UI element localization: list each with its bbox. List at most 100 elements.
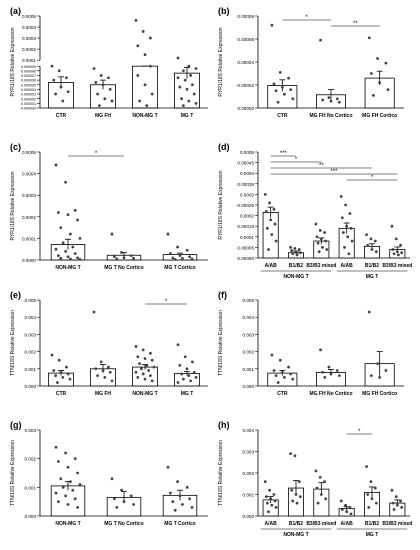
data-point xyxy=(64,451,67,455)
x-tick-label: NON-MG T xyxy=(55,521,80,527)
data-point xyxy=(190,506,194,509)
x-tick-label: B1/B2 xyxy=(365,521,379,527)
y-axis-label: TTN/18S Relative Expression xyxy=(10,440,16,506)
data-point xyxy=(66,90,70,94)
data-point xyxy=(298,495,302,499)
y-tick-label: 0.002 xyxy=(243,350,255,355)
data-point xyxy=(291,377,295,381)
data-point xyxy=(182,104,185,108)
x-tick-label: B1/B2 xyxy=(365,263,379,269)
panel-label: (a) xyxy=(10,6,21,16)
data-point xyxy=(349,512,353,516)
data-point xyxy=(270,23,274,27)
data-point xyxy=(96,374,99,378)
data-point xyxy=(386,88,390,91)
data-point xyxy=(269,497,273,501)
data-point xyxy=(272,493,276,496)
y-tick-label: 0.0001 xyxy=(22,236,36,241)
x-tick-label: MG FH Cortico xyxy=(362,391,397,397)
y-tick-label: 0.0002 xyxy=(22,215,36,220)
y-tick-label: 0.004 xyxy=(25,315,37,320)
data-point xyxy=(65,365,68,369)
data-point xyxy=(369,374,373,378)
significance-label: * xyxy=(305,15,308,21)
data-point xyxy=(54,374,57,378)
x-tick-label: CTR xyxy=(56,113,67,119)
y-tick-label: 0.002 xyxy=(243,471,255,476)
data-point xyxy=(315,486,319,490)
data-point xyxy=(324,497,328,501)
y-tick-label: 0.00015 xyxy=(237,224,254,229)
x-tick-label: B1/B2 xyxy=(289,521,303,527)
data-point xyxy=(182,69,185,73)
data-point xyxy=(185,88,189,91)
data-point xyxy=(149,374,152,378)
data-point xyxy=(147,369,151,372)
x-tick-label: NON-MG T xyxy=(132,391,157,397)
data-point xyxy=(289,372,293,376)
data-point xyxy=(66,503,70,506)
data-point xyxy=(378,376,382,379)
data-point xyxy=(101,369,105,372)
data-point xyxy=(373,486,377,490)
data-point xyxy=(378,81,382,85)
data-point xyxy=(99,74,103,77)
group-label: NON-MG T xyxy=(283,532,308,538)
data-point xyxy=(61,99,65,103)
significance-label: * xyxy=(295,157,298,163)
data-point xyxy=(185,367,189,371)
data-point xyxy=(297,248,301,251)
data-point xyxy=(115,506,119,509)
group-label: NON-MG T xyxy=(283,274,308,280)
data-point xyxy=(268,488,271,492)
data-point xyxy=(69,232,72,236)
data-point xyxy=(96,92,99,96)
data-point xyxy=(366,243,370,247)
data-point xyxy=(283,376,286,379)
data-point xyxy=(348,212,352,215)
data-point xyxy=(274,89,278,93)
data-point xyxy=(76,506,79,509)
data-point xyxy=(323,231,326,234)
data-point xyxy=(94,81,98,84)
data-point xyxy=(136,44,140,48)
data-point xyxy=(349,226,353,230)
data-point xyxy=(280,85,284,89)
data-point xyxy=(189,74,193,77)
data-point xyxy=(298,251,302,255)
panel-label: (b) xyxy=(218,6,230,16)
data-point xyxy=(138,362,142,366)
data-point xyxy=(372,93,375,97)
data-point xyxy=(94,367,98,371)
data-point xyxy=(136,355,140,359)
data-point xyxy=(370,248,374,251)
data-point xyxy=(141,30,145,33)
data-point xyxy=(110,232,114,236)
data-point xyxy=(69,257,72,261)
data-point xyxy=(267,510,270,514)
x-tick-label: MG T xyxy=(181,391,194,397)
data-point xyxy=(78,257,82,261)
data-point xyxy=(178,363,182,367)
y-axis-label: TTN/18S Relative Expression xyxy=(218,310,224,376)
x-tick-label: MG FH xyxy=(95,391,111,397)
y-tick-label: 0.000002 xyxy=(21,97,36,101)
data-point xyxy=(176,56,180,60)
data-point xyxy=(183,78,187,82)
data-point xyxy=(367,506,371,509)
y-axis-label: RYR1/18S Relative Expression xyxy=(218,170,224,239)
data-point xyxy=(61,241,65,245)
data-point xyxy=(145,363,149,367)
data-point xyxy=(269,218,273,222)
data-point xyxy=(101,83,105,87)
data-point xyxy=(143,357,147,360)
data-point xyxy=(61,376,65,379)
x-tick-label: CTR xyxy=(277,113,288,119)
data-point xyxy=(103,97,107,101)
data-point xyxy=(176,480,180,483)
y-tick-label: 0.00025 xyxy=(237,203,254,208)
data-point xyxy=(374,501,378,505)
y-tick-label: 0.0003 xyxy=(240,192,254,197)
data-point xyxy=(178,494,182,498)
significance-label: ** xyxy=(319,163,324,169)
